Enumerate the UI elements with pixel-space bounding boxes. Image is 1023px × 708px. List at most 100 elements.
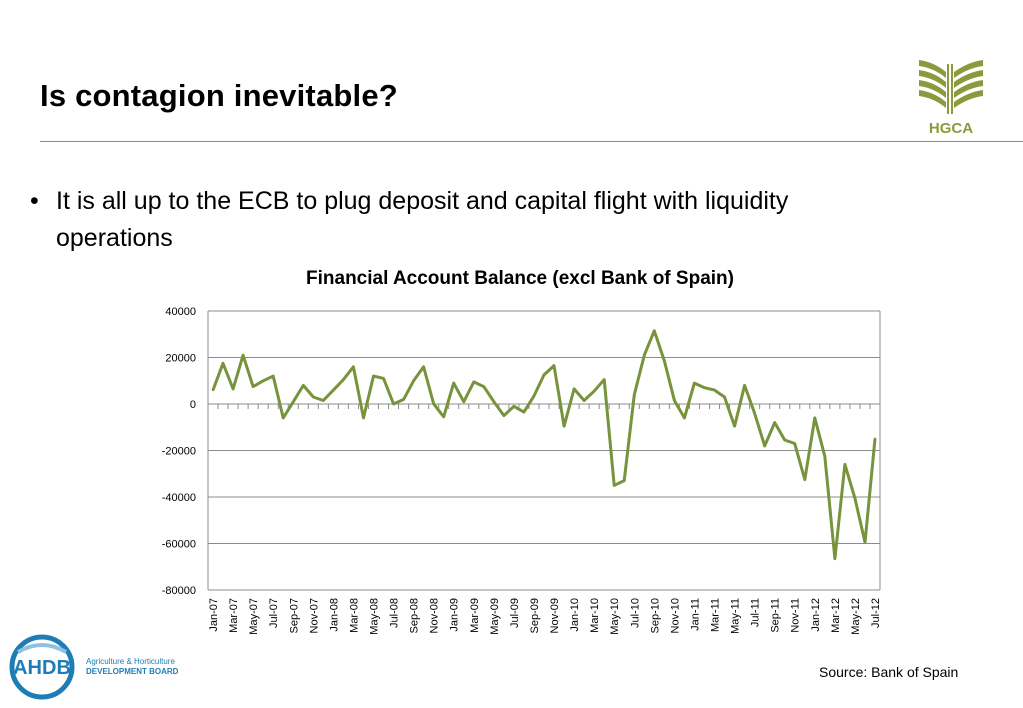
x-tick-label: Jan-09 xyxy=(449,598,461,632)
data-point xyxy=(271,374,275,378)
x-tick-label: Nov-09 xyxy=(549,598,561,633)
data-point xyxy=(512,405,516,408)
data-point xyxy=(803,478,806,481)
data-point xyxy=(873,437,877,441)
data-point xyxy=(221,362,225,365)
data-point xyxy=(342,378,345,381)
data-point xyxy=(402,398,405,401)
data-point xyxy=(863,541,867,544)
ahdb-logo-text: AHDB xyxy=(13,657,71,679)
chart-title: Financial Account Balance (excl Bank of … xyxy=(306,268,734,289)
x-tick-label: Jan-11 xyxy=(689,598,701,631)
data-point xyxy=(602,378,606,381)
data-point xyxy=(743,384,746,387)
data-point xyxy=(442,415,445,418)
data-point xyxy=(452,381,455,385)
data-point xyxy=(753,412,756,415)
data-point xyxy=(562,424,566,428)
x-tick-label: Jul-07 xyxy=(268,598,280,628)
data-point xyxy=(843,463,847,466)
data-point xyxy=(312,395,315,399)
x-tick-label: Mar-07 xyxy=(228,598,240,633)
data-point xyxy=(703,386,706,389)
x-tick-label: May-07 xyxy=(248,598,260,635)
x-tick-label: Mar-08 xyxy=(348,598,360,633)
source-note: Source: Bank of Spain xyxy=(819,664,959,680)
data-point xyxy=(783,438,786,442)
data-point xyxy=(673,399,676,402)
y-tick-label: 40000 xyxy=(165,306,196,318)
x-tick-label: May-08 xyxy=(368,598,380,635)
data-point xyxy=(372,374,375,378)
x-tick-label: Jan-10 xyxy=(569,598,581,632)
data-point xyxy=(813,416,817,420)
x-tick-label: Sep-07 xyxy=(288,598,300,633)
x-tick-label: Mar-11 xyxy=(710,598,722,632)
y-tick-label: -40000 xyxy=(162,492,196,504)
data-point xyxy=(833,557,837,560)
x-tick-label: Nov-10 xyxy=(669,598,681,633)
hgca-logo-text: HGCA xyxy=(929,120,973,137)
data-point xyxy=(432,402,435,406)
data-point xyxy=(653,329,656,332)
x-tick-label: May-09 xyxy=(489,598,501,635)
x-tick-label: Sep-10 xyxy=(649,598,661,633)
ahdb-logo: AHDB Agriculture & Horticulture DEVELOPM… xyxy=(9,634,179,700)
y-tick-label: -80000 xyxy=(162,585,196,597)
data-point xyxy=(412,379,415,382)
data-point xyxy=(392,402,395,406)
data-point xyxy=(823,455,827,458)
bullet-text: It is all up to the ECB to plug deposit … xyxy=(56,187,789,252)
data-point xyxy=(241,353,245,357)
data-point xyxy=(853,496,857,500)
x-tick-label: Jan-07 xyxy=(208,598,220,632)
data-point xyxy=(422,365,425,368)
data-point xyxy=(713,388,716,392)
x-tick-label: Nov-11 xyxy=(790,598,802,633)
data-point xyxy=(592,390,596,393)
x-tick-label: Jul-10 xyxy=(629,598,641,628)
x-tick-label: Jul-08 xyxy=(389,598,401,628)
data-point xyxy=(572,387,576,391)
data-point xyxy=(261,379,265,382)
bullet-dot-icon: • xyxy=(30,187,39,215)
data-point xyxy=(472,380,475,384)
data-point xyxy=(542,373,546,377)
x-tick-label: Jul-12 xyxy=(870,598,882,628)
data-point xyxy=(793,442,796,445)
data-point xyxy=(302,384,305,387)
data-point xyxy=(773,421,776,424)
y-tick-label: -60000 xyxy=(162,539,196,551)
x-tick-label: Jan-08 xyxy=(328,598,340,632)
x-tick-label: Mar-12 xyxy=(830,598,842,633)
x-tick-label: Sep-11 xyxy=(770,598,782,633)
data-point xyxy=(482,385,486,388)
ahdb-line2: DEVELOPMENT BOARD xyxy=(86,667,179,676)
data-point xyxy=(502,414,506,417)
x-tick-label: May-12 xyxy=(850,598,862,635)
ahdb-line1: Agriculture & Horticulture xyxy=(86,657,175,666)
data-point xyxy=(332,388,335,392)
data-point xyxy=(633,393,636,396)
x-tick-label: Nov-08 xyxy=(429,598,441,633)
x-tick-label: May-10 xyxy=(609,598,621,635)
y-tick-label: 20000 xyxy=(165,353,196,365)
data-point xyxy=(282,416,285,420)
x-tick-label: Jul-09 xyxy=(509,598,521,628)
data-point xyxy=(552,364,556,367)
data-point xyxy=(251,385,255,388)
data-point xyxy=(623,479,626,482)
x-tick-label: Sep-08 xyxy=(409,598,421,633)
data-point xyxy=(582,399,586,402)
data-point xyxy=(683,416,686,420)
y-tick-label: -20000 xyxy=(162,446,196,458)
data-point xyxy=(733,424,736,428)
data-point xyxy=(723,395,726,399)
data-point xyxy=(693,381,696,385)
x-tick-label: Mar-10 xyxy=(589,598,601,633)
data-point xyxy=(382,377,385,380)
x-tick-label: Sep-09 xyxy=(529,598,541,633)
data-point xyxy=(763,444,766,448)
x-tick-label: Jan-12 xyxy=(810,598,822,632)
